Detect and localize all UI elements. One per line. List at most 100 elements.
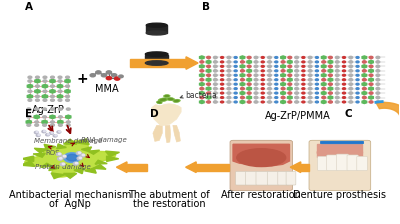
Circle shape bbox=[27, 108, 31, 110]
Bar bbox=[321, 141, 362, 143]
Polygon shape bbox=[281, 100, 285, 103]
Polygon shape bbox=[288, 69, 292, 72]
Text: Ag-ZrP: Ag-ZrP bbox=[32, 105, 65, 115]
Circle shape bbox=[78, 152, 81, 153]
Polygon shape bbox=[51, 173, 65, 179]
Polygon shape bbox=[27, 95, 32, 98]
FancyBboxPatch shape bbox=[309, 140, 371, 191]
Text: After restoration: After restoration bbox=[221, 190, 301, 200]
Polygon shape bbox=[130, 58, 186, 67]
Polygon shape bbox=[153, 125, 162, 141]
Circle shape bbox=[295, 70, 298, 72]
Polygon shape bbox=[127, 164, 147, 171]
Polygon shape bbox=[22, 156, 34, 162]
Circle shape bbox=[349, 92, 353, 94]
Text: bacteria: bacteria bbox=[185, 91, 217, 100]
Ellipse shape bbox=[166, 97, 175, 101]
Circle shape bbox=[342, 70, 346, 72]
Polygon shape bbox=[21, 161, 35, 166]
Circle shape bbox=[268, 83, 272, 85]
Ellipse shape bbox=[146, 23, 167, 27]
Circle shape bbox=[112, 74, 117, 77]
Polygon shape bbox=[369, 69, 373, 72]
Polygon shape bbox=[200, 92, 204, 95]
Circle shape bbox=[356, 101, 359, 103]
Circle shape bbox=[247, 101, 251, 103]
Text: E: E bbox=[25, 109, 32, 119]
Polygon shape bbox=[65, 79, 70, 83]
Circle shape bbox=[308, 92, 312, 94]
Circle shape bbox=[240, 70, 244, 72]
Circle shape bbox=[221, 88, 224, 90]
Ellipse shape bbox=[146, 31, 167, 35]
Polygon shape bbox=[42, 84, 48, 88]
Circle shape bbox=[328, 65, 332, 67]
Circle shape bbox=[261, 65, 264, 67]
Circle shape bbox=[43, 80, 47, 82]
Circle shape bbox=[221, 83, 224, 85]
Polygon shape bbox=[206, 69, 211, 72]
Circle shape bbox=[261, 74, 264, 76]
Polygon shape bbox=[233, 144, 290, 166]
Circle shape bbox=[275, 88, 278, 90]
Circle shape bbox=[62, 163, 64, 165]
Circle shape bbox=[227, 56, 231, 58]
Circle shape bbox=[227, 96, 231, 99]
Circle shape bbox=[376, 65, 380, 67]
Circle shape bbox=[302, 83, 305, 85]
Polygon shape bbox=[50, 79, 55, 83]
Circle shape bbox=[281, 96, 285, 99]
Circle shape bbox=[66, 85, 70, 87]
Polygon shape bbox=[281, 56, 285, 59]
Circle shape bbox=[79, 157, 82, 159]
Circle shape bbox=[221, 97, 224, 98]
Circle shape bbox=[73, 162, 78, 165]
Circle shape bbox=[369, 83, 373, 85]
Polygon shape bbox=[186, 162, 196, 172]
Circle shape bbox=[221, 65, 224, 67]
Circle shape bbox=[316, 61, 318, 63]
Circle shape bbox=[356, 61, 359, 63]
Circle shape bbox=[55, 135, 57, 136]
Polygon shape bbox=[322, 100, 326, 103]
Polygon shape bbox=[322, 65, 326, 68]
Circle shape bbox=[227, 61, 231, 63]
Ellipse shape bbox=[237, 149, 286, 166]
Text: RNA damage: RNA damage bbox=[82, 137, 127, 143]
Circle shape bbox=[342, 92, 346, 94]
Circle shape bbox=[234, 65, 237, 67]
Circle shape bbox=[356, 88, 359, 90]
Ellipse shape bbox=[156, 101, 162, 104]
Circle shape bbox=[288, 101, 292, 103]
Circle shape bbox=[36, 131, 38, 133]
Circle shape bbox=[221, 79, 224, 81]
Circle shape bbox=[66, 154, 78, 161]
Circle shape bbox=[43, 124, 46, 126]
Circle shape bbox=[356, 65, 359, 67]
Circle shape bbox=[234, 83, 237, 85]
Polygon shape bbox=[281, 74, 285, 77]
Circle shape bbox=[302, 65, 305, 67]
Polygon shape bbox=[322, 83, 326, 86]
Circle shape bbox=[200, 79, 204, 81]
Circle shape bbox=[362, 79, 366, 81]
Circle shape bbox=[64, 153, 80, 163]
Circle shape bbox=[288, 56, 292, 58]
Circle shape bbox=[58, 153, 61, 155]
Circle shape bbox=[356, 92, 359, 94]
Polygon shape bbox=[88, 150, 100, 154]
Polygon shape bbox=[362, 100, 367, 103]
Circle shape bbox=[58, 90, 62, 93]
Circle shape bbox=[268, 96, 272, 99]
Polygon shape bbox=[328, 60, 333, 63]
Polygon shape bbox=[206, 78, 211, 81]
Circle shape bbox=[376, 70, 380, 72]
Circle shape bbox=[308, 70, 312, 72]
Ellipse shape bbox=[173, 99, 180, 103]
Text: Protein damage: Protein damage bbox=[35, 164, 91, 170]
Text: Denture prosthesis: Denture prosthesis bbox=[293, 190, 386, 200]
Circle shape bbox=[342, 97, 346, 98]
Circle shape bbox=[227, 74, 231, 76]
Circle shape bbox=[308, 56, 312, 58]
Circle shape bbox=[295, 61, 298, 63]
